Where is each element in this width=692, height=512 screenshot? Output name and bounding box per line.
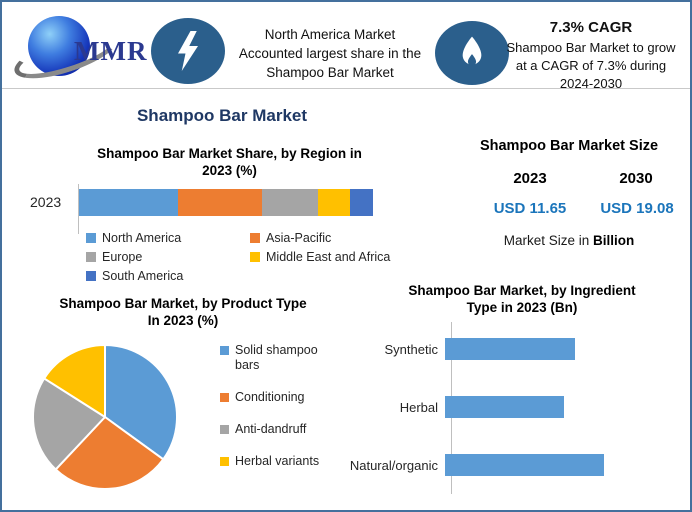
- pie-legend-label-2: Anti-dandruff: [235, 422, 307, 436]
- headline-line-1: North America Market: [264, 27, 396, 42]
- region-bar-segment-1: [177, 189, 263, 216]
- pie-legend-label-0: Solid shampoo bars: [235, 343, 318, 372]
- ingredient-chart-title-line-2: Type in 2023 (Bn): [466, 300, 578, 315]
- market-size-note-prefix: Market Size in: [503, 233, 594, 248]
- region-legend-item-1: Asia-Pacific: [250, 228, 406, 247]
- globe-icon: [28, 16, 90, 76]
- headline-text: North America Market Accounted largest s…: [228, 25, 432, 82]
- region-bar-segment-3: [317, 189, 350, 216]
- flame-badge: [435, 21, 509, 85]
- region-legend-marker-1: [250, 232, 260, 243]
- market-size-year-2023: 2023: [513, 170, 547, 187]
- flame-icon: [462, 36, 482, 66]
- ingredient-chart-title: Shampoo Bar Market, by Ingredient Type i…: [364, 282, 680, 316]
- pie-legend-label-1: Conditioning: [235, 390, 305, 404]
- pie-chart-title: Shampoo Bar Market, by Product Type In 2…: [30, 295, 336, 329]
- region-legend-item-3: Middle East and Africa: [250, 247, 406, 266]
- market-size-value-2030: USD 19.08: [600, 200, 674, 217]
- region-legend-label-1: Asia-Pacific: [266, 230, 332, 245]
- market-size-note: Market Size in Billion: [452, 233, 686, 248]
- header-divider: [2, 88, 690, 89]
- ingredient-chart-title-line-1: Shampoo Bar Market, by Ingredient: [408, 283, 636, 298]
- ingredient-bar-1: [445, 396, 564, 418]
- page-title: Shampoo Bar Market: [136, 106, 308, 125]
- ingredient-bar-2: [445, 454, 604, 476]
- region-legend-item-2: Europe: [86, 247, 250, 266]
- region-stacked-bar: [79, 189, 373, 216]
- cagr-line-1: Shampoo Bar Market to grow: [506, 40, 676, 55]
- mmr-logo: MMR: [9, 10, 149, 88]
- region-legend-label-0: North America: [102, 230, 182, 245]
- market-size-note-unit: Billion: [593, 233, 635, 248]
- ingredient-bar-chart: Synthetic Herbal Natural/organic: [347, 322, 677, 494]
- region-legend: North America Asia-Pacific Europe Middle Ea…: [86, 228, 406, 285]
- region-chart-title-line-2: 2023 (%): [202, 163, 257, 178]
- ingredient-row-0: Synthetic: [347, 338, 575, 360]
- pie-legend-item-1: Conditioning: [220, 390, 338, 405]
- ingredient-row-2: Natural/organic: [347, 454, 604, 476]
- headline-line-2: Accounted largest share in the: [238, 46, 422, 61]
- ingredient-label-0: Synthetic: [384, 341, 438, 357]
- pie-legend-marker-2: [220, 425, 229, 434]
- cagr-line-2: at a CAGR of 7.3% during: [515, 58, 667, 73]
- cagr-block: 7.3% CAGR Shampoo Bar Market to grow at …: [500, 19, 682, 93]
- headline-line-3: Shampoo Bar Market: [266, 65, 394, 80]
- pie-slice-0: [104, 344, 178, 461]
- pie-chart: [32, 344, 178, 490]
- cagr-line-3: 2024-2030: [559, 76, 623, 91]
- pie-legend-marker-0: [220, 346, 229, 355]
- pie-legend-item-0: Solid shampoo bars: [220, 343, 338, 373]
- ingredient-bar-0: [445, 338, 575, 360]
- region-bar-segment-4: [349, 189, 373, 216]
- pie-legend-item-2: Anti-dandruff: [220, 422, 338, 437]
- pie-slice-3: [43, 344, 106, 418]
- market-size-value-2023: USD 11.65: [493, 200, 567, 217]
- pie-legend: Solid shampoo bars Conditioning Anti-dandr…: [220, 343, 338, 486]
- region-legend-marker-0: [86, 232, 96, 243]
- lightning-badge: [151, 18, 225, 84]
- pie-slice-1: [54, 416, 165, 490]
- region-axis-label-2023: 2023: [30, 194, 62, 210]
- region-legend-marker-3: [250, 251, 260, 262]
- region-y-axis-line: [78, 184, 79, 234]
- pie-legend-item-3: Herbal variants: [220, 454, 338, 469]
- pie-chart-title-line-1: Shampoo Bar Market, by Product Type: [59, 296, 307, 311]
- pie-chart-title-line-2: In 2023 (%): [147, 313, 219, 328]
- cagr-headline: 7.3% CAGR: [549, 19, 633, 36]
- region-legend-label-2: Europe: [102, 249, 143, 264]
- ingredient-label-1: Herbal: [399, 399, 438, 415]
- region-legend-item-0: North America: [86, 228, 250, 247]
- market-size-title: Shampoo Bar Market Size: [479, 138, 659, 154]
- lightning-icon: [178, 31, 198, 71]
- pie-legend-marker-1: [220, 393, 229, 402]
- pie-legend-marker-3: [220, 457, 229, 466]
- pie-legend-label-3: Herbal variants: [235, 454, 320, 468]
- region-legend-label-4: South America: [102, 268, 184, 283]
- region-legend-label-3: Middle East and Africa: [266, 249, 391, 264]
- region-legend-marker-4: [86, 270, 96, 281]
- pie-slice-2: [32, 377, 106, 471]
- logo-text: MMR: [74, 36, 148, 66]
- region-chart-title: Shampoo Bar Market Share, by Region in 2…: [57, 145, 402, 179]
- region-legend-marker-2: [86, 251, 96, 262]
- ingredient-label-2: Natural/organic: [349, 457, 438, 473]
- region-chart-title-line-1: Shampoo Bar Market Share, by Region in: [97, 146, 362, 161]
- region-bar-segment-0: [79, 189, 178, 216]
- region-legend-item-4: South America: [86, 266, 250, 285]
- market-size-year-2030: 2030: [619, 170, 653, 187]
- region-bar-segment-2: [262, 189, 318, 216]
- ingredient-row-1: Herbal: [347, 396, 564, 418]
